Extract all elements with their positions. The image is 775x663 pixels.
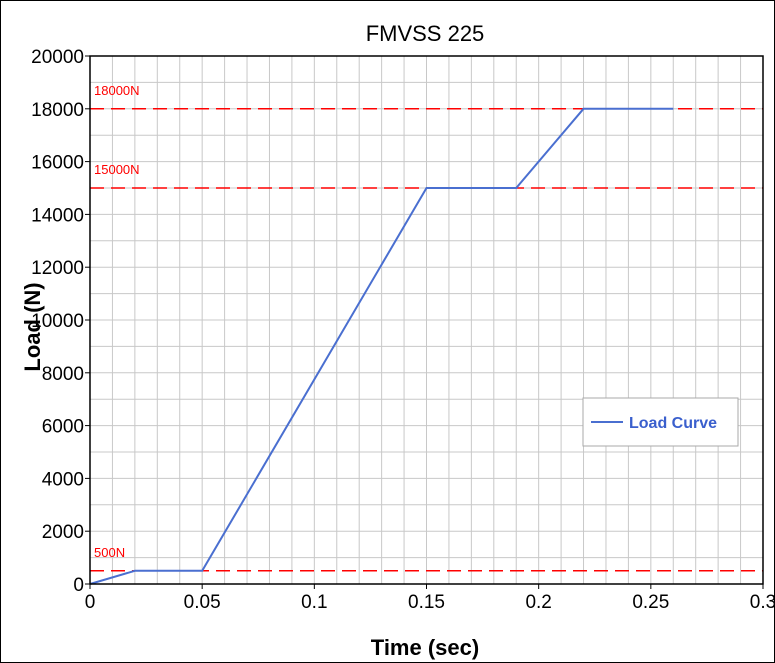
y-tick-label: 4000	[42, 469, 84, 490]
y-tick-label: 12000	[31, 258, 84, 279]
chart-title: FMVSS 225	[366, 21, 485, 46]
x-tick-label: 0.25	[632, 592, 669, 613]
reference-line-label: 18000N	[94, 83, 140, 98]
y-tick-label: 8000	[42, 364, 84, 385]
y-tick-label: 2000	[42, 522, 84, 543]
legend: Load Curve	[582, 397, 739, 447]
y-tick-label: 18000	[31, 100, 84, 121]
x-tick-label: 0.05	[184, 592, 221, 613]
x-tick-label: 0.15	[408, 592, 445, 613]
legend-label: Load Curve	[629, 415, 717, 432]
grid	[89, 55, 764, 585]
y-tick-label: 14000	[31, 205, 84, 226]
y-tick-label: 16000	[31, 153, 84, 174]
x-tick-label: 0.2	[525, 592, 551, 613]
x-tick-label: 0.1	[301, 592, 327, 613]
tick-labels: 0 0.05 0.1 0.15 0.2 0.25 0.3 0 2000 4000 6000 8000 1…	[31, 47, 775, 613]
y-tick-label: 0	[73, 575, 84, 596]
reference-line-label: 15000N	[94, 162, 140, 177]
x-tick-label: 0	[85, 592, 96, 613]
x-axis-label: Time (sec)	[371, 635, 479, 660]
y-tick-label: 6000	[42, 417, 84, 438]
reference-line-label: 500N	[94, 545, 125, 560]
plot-border	[89, 55, 764, 585]
x-tick-label: 0.3	[750, 592, 775, 613]
y-tick-label: 10000	[31, 311, 84, 332]
y-axis-label: Load (N)	[20, 282, 45, 371]
y-tick-label: 20000	[31, 47, 84, 68]
